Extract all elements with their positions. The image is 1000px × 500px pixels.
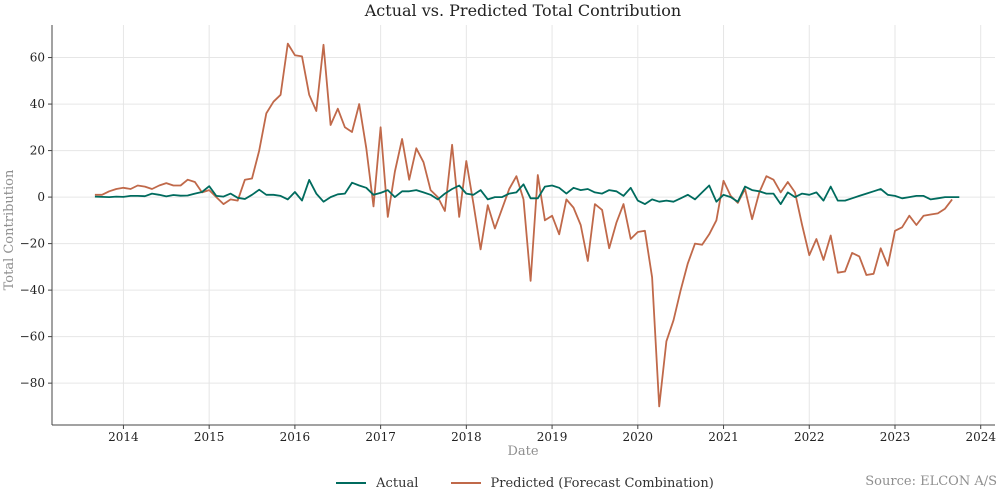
grid-lines xyxy=(52,25,995,425)
x-tick-label: 2024 xyxy=(965,430,996,444)
legend-swatch-predicted xyxy=(450,482,481,484)
axes xyxy=(48,25,995,429)
y-tick-label: 20 xyxy=(30,144,45,158)
y-tick-label: −60 xyxy=(20,330,45,344)
y-tick-label: −80 xyxy=(20,376,45,390)
y-tick-labels: 60 40 20 0 −20 −40 −60 −80 xyxy=(20,51,45,391)
legend-label-actual: Actual xyxy=(376,475,419,491)
legend-swatch-actual xyxy=(336,482,367,484)
chart-title: Actual vs. Predicted Total Contribution xyxy=(364,1,682,20)
series-predicted-line xyxy=(94,42,953,408)
legend-label-predicted: Predicted (Forecast Combination) xyxy=(490,475,714,491)
legend: Actual Predicted (Forecast Combination) xyxy=(0,473,1000,491)
y-tick-label: 40 xyxy=(30,97,45,111)
x-tick-label: 2019 xyxy=(537,430,568,444)
x-tick-label: 2020 xyxy=(623,430,654,444)
series-lines xyxy=(94,42,960,408)
x-tick-labels: 2014 2015 2016 2017 2018 2019 2020 2021 2022 2023… xyxy=(108,430,996,444)
legend-item-actual: Actual xyxy=(336,476,418,491)
source-note: Source: ELCON A/S xyxy=(865,474,997,489)
x-tick-label: 2015 xyxy=(194,430,225,444)
x-tick-label: 2014 xyxy=(108,430,139,444)
y-axis-label: Total Contribution xyxy=(2,169,17,290)
x-tick-label: 2023 xyxy=(880,430,911,444)
y-tick-label: −40 xyxy=(20,283,45,297)
x-tick-label: 2021 xyxy=(708,430,739,444)
series-actual-line xyxy=(94,178,960,206)
x-tick-label: 2022 xyxy=(794,430,825,444)
x-tick-label: 2016 xyxy=(280,430,311,444)
legend-item-predicted: Predicted (Forecast Combination) xyxy=(450,475,714,491)
x-axis-label: Date xyxy=(507,444,538,459)
y-tick-label: 0 xyxy=(37,190,45,204)
y-tick-label: 60 xyxy=(30,51,45,65)
y-tick-label: −20 xyxy=(20,237,45,251)
x-tick-label: 2017 xyxy=(365,430,396,444)
x-tick-label: 2018 xyxy=(451,430,482,444)
